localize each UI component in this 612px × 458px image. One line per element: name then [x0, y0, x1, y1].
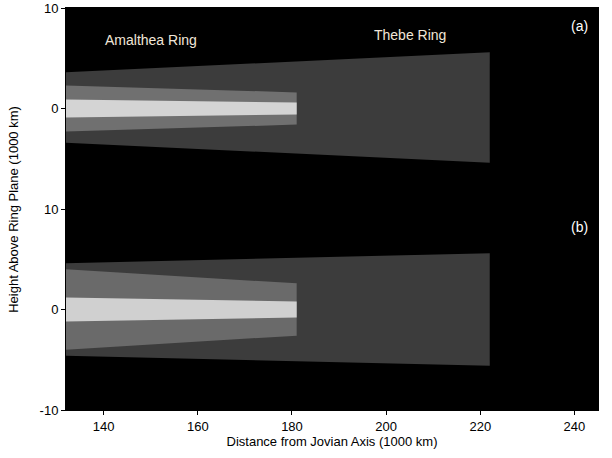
svg-text:Thebe Ring: Thebe Ring	[374, 27, 446, 43]
svg-text:(b): (b)	[571, 219, 588, 235]
svg-text:140: 140	[93, 419, 115, 434]
svg-text:-10: -10	[40, 403, 59, 418]
svg-text:0: 0	[51, 101, 58, 116]
svg-text:220: 220	[469, 419, 491, 434]
svg-text:0: 0	[51, 302, 58, 317]
svg-text:Distance from Jovian Axis (100: Distance from Jovian Axis (1000 km)	[227, 434, 438, 449]
svg-text:(a): (a)	[571, 18, 588, 34]
svg-text:200: 200	[375, 419, 397, 434]
svg-text:180: 180	[281, 419, 303, 434]
svg-text:Amalthea Ring: Amalthea Ring	[105, 32, 197, 48]
svg-text:10: 10	[44, 202, 58, 217]
svg-text:10: 10	[44, 1, 58, 16]
svg-text:240: 240	[564, 419, 586, 434]
svg-text:Height Above Ring Plane (1000: Height Above Ring Plane (1000 km)	[6, 106, 21, 313]
svg-text:160: 160	[187, 419, 209, 434]
